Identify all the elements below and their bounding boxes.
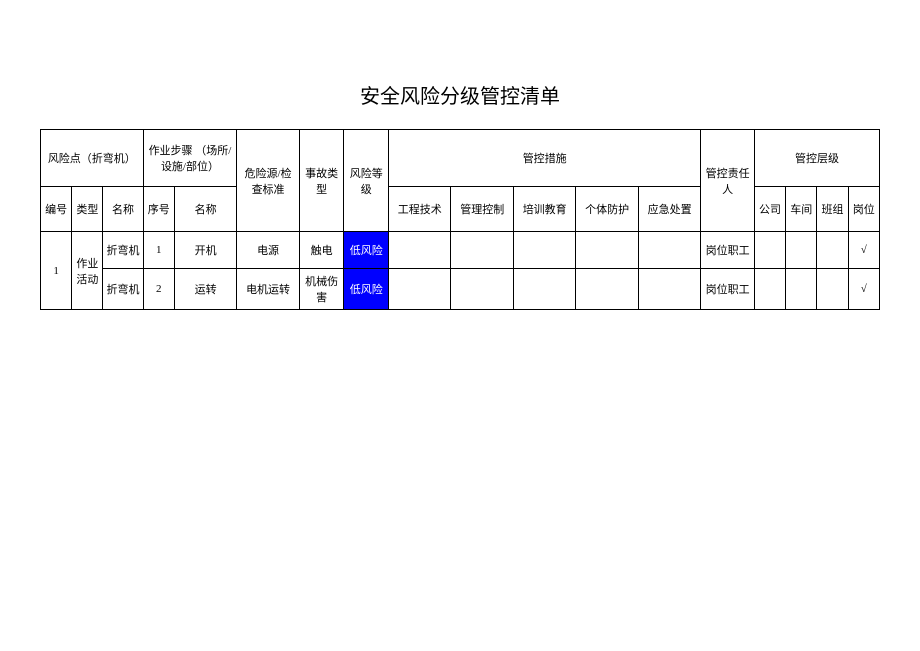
cell-ppe — [576, 232, 638, 269]
cell-name: 折弯机 — [103, 269, 143, 310]
cell-training — [513, 232, 575, 269]
page-title: 安全风险分级管控清单 — [40, 80, 880, 109]
table-row: 折弯机 2 运转 电机运转 机械伤害 低风险 岗位职工 √ — [41, 269, 880, 310]
header-step-name: 名称 — [174, 187, 236, 232]
header-step-no: 序号 — [143, 187, 174, 232]
cell-risk-level: 低风险 — [344, 232, 389, 269]
header-engineering: 工程技术 — [389, 187, 451, 232]
cell-risk-level: 低风险 — [344, 269, 389, 310]
header-training: 培训教育 — [513, 187, 575, 232]
cell-name: 折弯机 — [103, 232, 143, 269]
header-company: 公司 — [754, 187, 785, 232]
header-team: 班组 — [817, 187, 848, 232]
cell-accident-type: 触电 — [299, 232, 344, 269]
cell-step-no: 1 — [143, 232, 174, 269]
header-work-step: 作业步骤 （场所/设施/部位） — [143, 130, 237, 187]
cell-company — [754, 269, 785, 310]
cell-management — [451, 269, 513, 310]
header-hazard: 危险源/检查标准 — [237, 130, 299, 232]
cell-management — [451, 232, 513, 269]
cell-responsible: 岗位职工 — [701, 232, 755, 269]
header-post: 岗位 — [848, 187, 879, 232]
cell-type: 作业活动 — [72, 232, 103, 310]
header-workshop: 车间 — [786, 187, 817, 232]
cell-workshop — [786, 232, 817, 269]
cell-responsible: 岗位职工 — [701, 269, 755, 310]
risk-table: 风险点（折弯机） 作业步骤 （场所/设施/部位） 危险源/检查标准 事故类型 风… — [40, 129, 880, 310]
table-row: 1 作业活动 折弯机 1 开机 电源 触电 低风险 岗位职工 √ — [41, 232, 880, 269]
cell-accident-type: 机械伤害 — [299, 269, 344, 310]
cell-emergency — [638, 232, 700, 269]
cell-team — [817, 269, 848, 310]
cell-training — [513, 269, 575, 310]
cell-engineering — [389, 232, 451, 269]
header-responsible: 管控责任人 — [701, 130, 755, 232]
cell-ppe — [576, 269, 638, 310]
header-management: 管理控制 — [451, 187, 513, 232]
cell-post: √ — [848, 232, 879, 269]
cell-engineering — [389, 269, 451, 310]
header-seq: 编号 — [41, 187, 72, 232]
cell-hazard: 电源 — [237, 232, 299, 269]
cell-seq: 1 — [41, 232, 72, 310]
cell-step-name: 运转 — [174, 269, 236, 310]
cell-step-no: 2 — [143, 269, 174, 310]
header-accident-type: 事故类型 — [299, 130, 344, 232]
cell-team — [817, 232, 848, 269]
cell-emergency — [638, 269, 700, 310]
header-type: 类型 — [72, 187, 103, 232]
header-name: 名称 — [103, 187, 143, 232]
cell-post: √ — [848, 269, 879, 310]
cell-hazard: 电机运转 — [237, 269, 299, 310]
header-control-layer: 管控层级 — [754, 130, 879, 187]
cell-company — [754, 232, 785, 269]
header-ppe: 个体防护 — [576, 187, 638, 232]
cell-step-name: 开机 — [174, 232, 236, 269]
cell-workshop — [786, 269, 817, 310]
header-risk-point: 风险点（折弯机） — [41, 130, 144, 187]
header-risk-level: 风险等级 — [344, 130, 389, 232]
header-emergency: 应急处置 — [638, 187, 700, 232]
header-control-measure: 管控措施 — [389, 130, 701, 187]
